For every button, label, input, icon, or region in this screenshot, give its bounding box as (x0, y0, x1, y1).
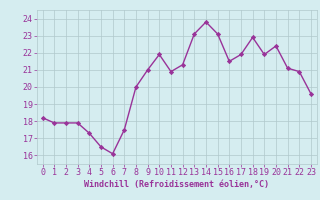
X-axis label: Windchill (Refroidissement éolien,°C): Windchill (Refroidissement éolien,°C) (84, 180, 269, 189)
